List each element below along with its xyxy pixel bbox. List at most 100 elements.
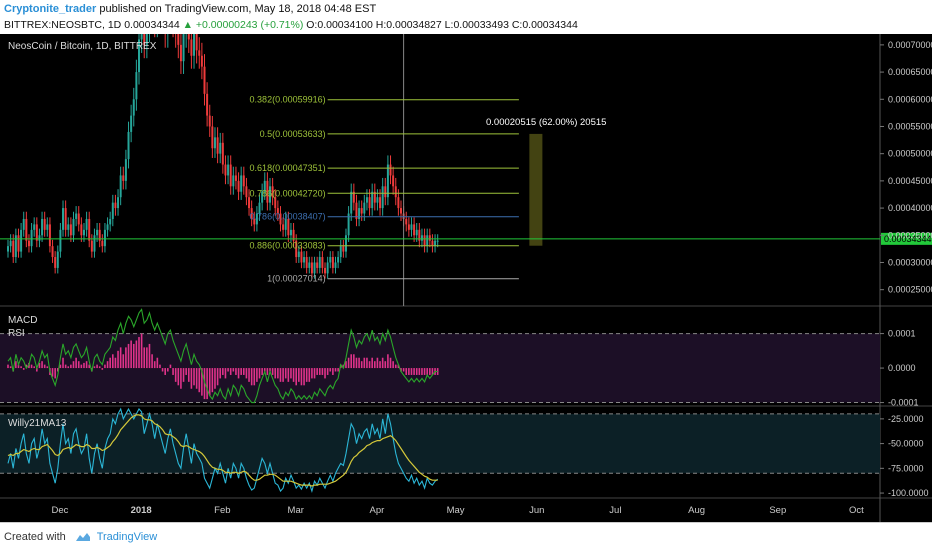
candle-body — [342, 246, 345, 252]
candle-body — [22, 218, 25, 230]
candle-body — [27, 240, 30, 247]
candle-body — [413, 224, 416, 236]
footer-text: Created with TradingView — [4, 531, 157, 543]
candle-body — [101, 240, 104, 247]
candle-body — [297, 251, 300, 258]
candle-body — [229, 164, 232, 187]
willy-tick-label: -50.0000 — [888, 439, 924, 449]
author-link[interactable]: Cryptonite_trader — [4, 3, 97, 15]
willy-title: Willy21MA13 — [8, 418, 67, 429]
candle-body — [360, 208, 363, 214]
candle-body — [25, 218, 28, 241]
candle-body — [198, 50, 201, 56]
footer: Created with TradingView — [0, 522, 932, 551]
candle-body — [279, 213, 282, 225]
candle-body — [227, 164, 230, 176]
price-change: ▲ +0.00000243 (+0.71%) — [182, 19, 304, 31]
candle-body — [300, 251, 303, 263]
candle-body — [420, 235, 423, 241]
macd-rsi-pane[interactable]: 0.0001 0.0000 -0.0001 — [0, 308, 919, 408]
candle-body — [389, 164, 392, 176]
candle-body — [371, 191, 374, 209]
candle-body — [237, 180, 240, 192]
chart-canvas[interactable]: 0.382(0.00059916) 0.5(0.00053633) 0.618(0.… — [0, 34, 932, 522]
candle-body — [355, 202, 358, 219]
price-tick-label: 0.00070000 — [888, 40, 932, 50]
candle-body — [407, 224, 410, 230]
time-tick-label: Dec — [51, 505, 68, 516]
candle-body — [434, 240, 437, 247]
candle-body — [56, 251, 59, 268]
candle-body — [274, 197, 277, 209]
time-axis[interactable]: Dec 2018 Feb Mar Apr May Jun Jul Aug Sep Oct — [51, 505, 864, 516]
candle-body — [289, 229, 292, 236]
candle-body — [221, 142, 224, 165]
candle-body — [337, 257, 340, 263]
rsi-title: RSI — [8, 328, 25, 339]
measure-box — [529, 133, 543, 246]
candle-body — [271, 186, 274, 198]
time-tick-label: Aug — [688, 505, 705, 516]
candle-body — [200, 55, 203, 67]
willy-pane[interactable]: -25.0000 -50.0000 -75.0000 -100.0000 — [0, 407, 929, 498]
candle-body — [423, 235, 426, 247]
high-label: H: — [375, 19, 387, 31]
fib-level-label: 0.886(0.00033083) — [250, 241, 326, 251]
candle-body — [266, 180, 269, 203]
candle-body — [253, 218, 256, 225]
fib-level-label: 0.618(0.00047351) — [250, 163, 326, 173]
candle-body — [195, 34, 198, 51]
time-tick-label: Oct — [849, 505, 864, 516]
fib-level-label: 0.786(0.00038407) — [250, 212, 326, 222]
price-tick-label: 0.00055000 — [888, 121, 932, 131]
candle-body — [122, 175, 125, 181]
candle-body — [106, 224, 109, 230]
candle-body — [400, 208, 402, 214]
candle-body — [363, 202, 366, 214]
candle-body — [127, 131, 130, 160]
candle-body — [261, 191, 264, 203]
willy-tick-label: -75.0000 — [888, 463, 924, 473]
tradingview-brand-link[interactable]: TradingView — [96, 531, 158, 543]
willy-tick-label: -25.0000 — [888, 414, 924, 424]
price-tick-label: 0.00040000 — [888, 203, 932, 213]
candle-body — [213, 137, 216, 149]
time-tick-label: Feb — [214, 505, 230, 516]
willy-band — [0, 413, 880, 474]
candle-body — [347, 213, 350, 236]
candle-body — [64, 208, 67, 230]
price-pane[interactable]: 0.382(0.00059916) 0.5(0.00053633) 0.618(0.… — [0, 34, 932, 522]
candle-body — [321, 257, 324, 268]
candle-body — [187, 34, 190, 40]
candle-body — [394, 186, 397, 198]
candle-body — [384, 186, 387, 198]
candle-body — [119, 175, 122, 198]
candle-body — [365, 197, 368, 203]
low-label: L: — [444, 19, 454, 31]
candle-body — [190, 39, 193, 56]
candle-body — [258, 202, 261, 214]
fib-level-label: 0.382(0.00059916) — [250, 95, 326, 105]
candle-body — [379, 197, 382, 209]
candle-body — [310, 262, 313, 274]
candle-body — [232, 175, 235, 187]
time-tick-label: 2018 — [131, 505, 152, 516]
created-with-label: Created with — [4, 531, 66, 543]
candle-body — [329, 257, 332, 263]
candle-body — [93, 235, 96, 252]
candle-body — [138, 39, 140, 73]
candle-body — [80, 224, 83, 236]
candle-body — [130, 115, 133, 132]
candle-body — [334, 262, 337, 268]
candle-body — [177, 34, 180, 45]
candle-body — [255, 213, 258, 225]
candle-body — [287, 218, 290, 236]
willy-tick-label: -100.0000 — [888, 488, 929, 498]
candle-body — [381, 186, 384, 209]
candle-body — [111, 202, 114, 219]
candle-body — [418, 229, 421, 241]
candle-body — [14, 235, 17, 258]
candle-body — [20, 229, 23, 252]
candle-body — [77, 213, 80, 225]
candle-body — [426, 235, 429, 247]
